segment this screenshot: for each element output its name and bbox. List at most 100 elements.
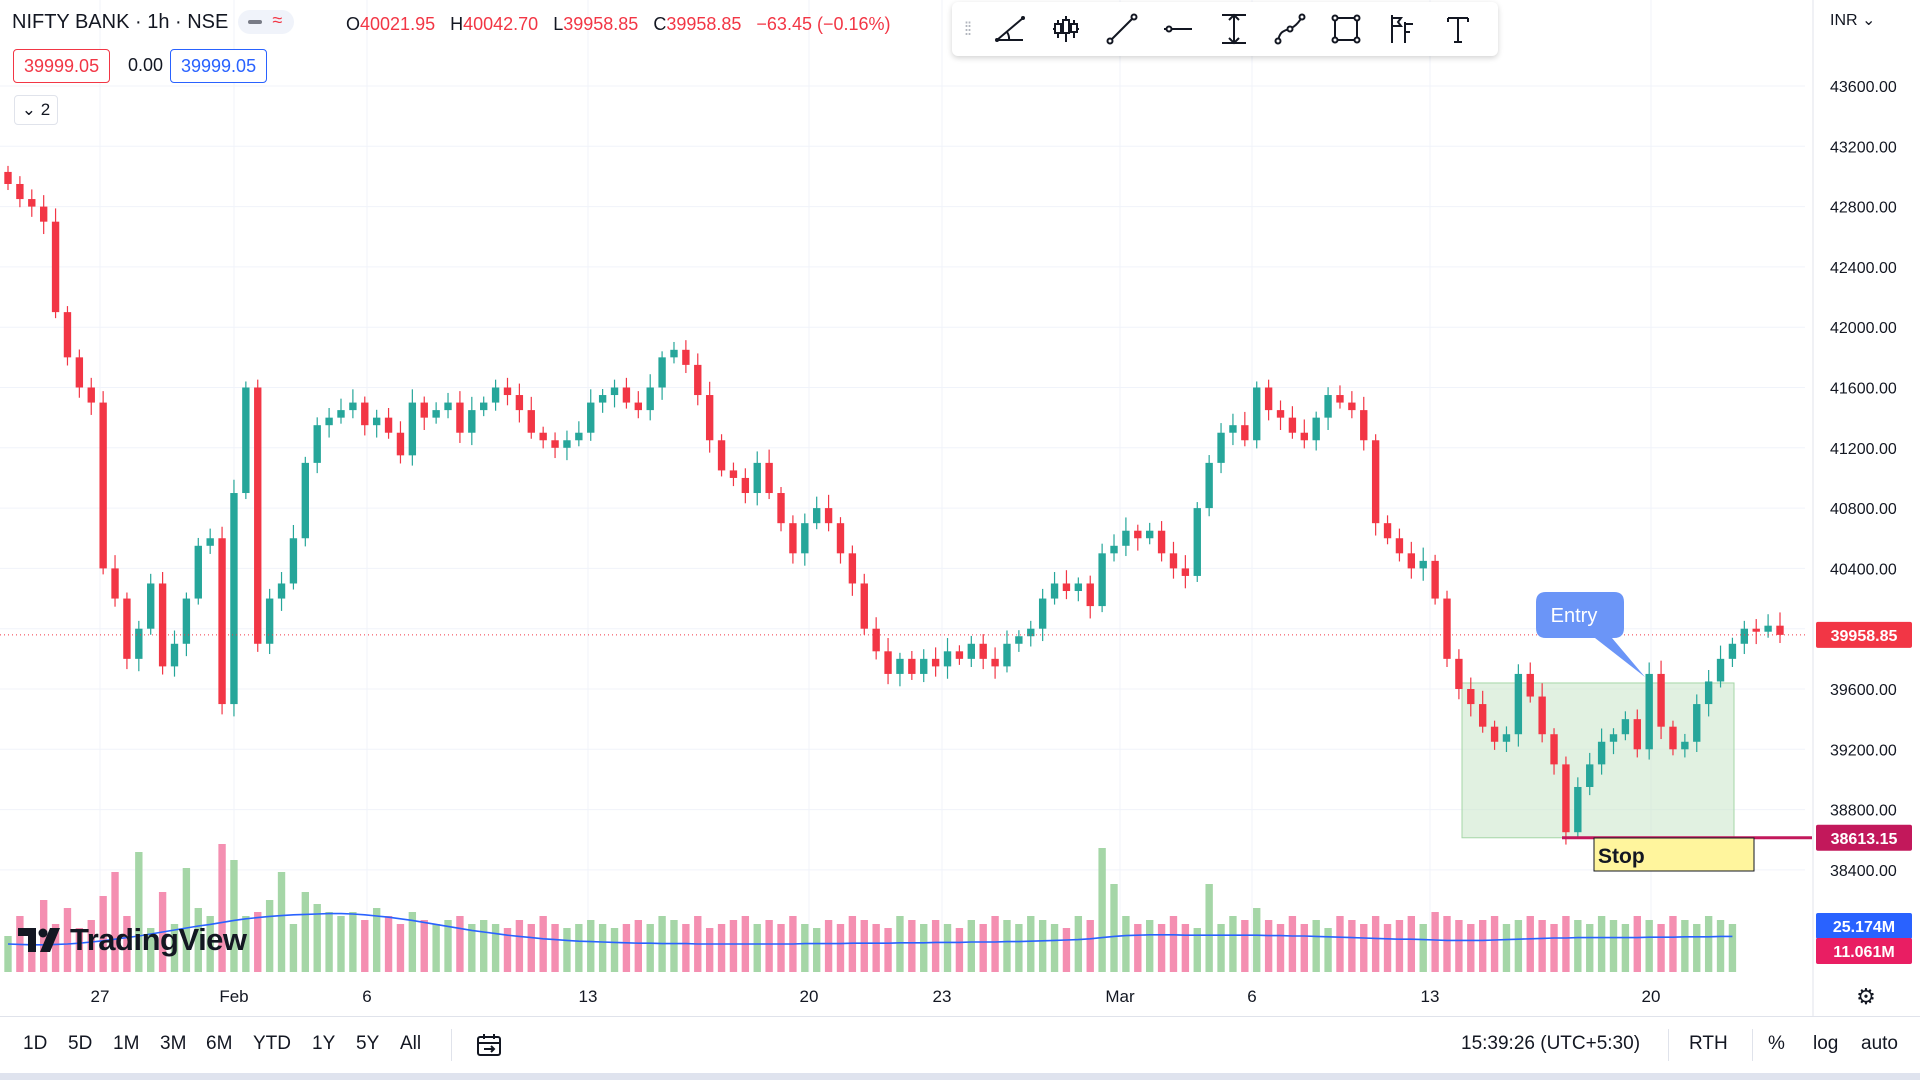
- range-all-button[interactable]: All: [400, 1033, 422, 1054]
- range-1d-button[interactable]: 1D: [23, 1033, 48, 1054]
- volume-bar: [1336, 916, 1344, 972]
- candle-body: [147, 583, 155, 629]
- volume-last-badge: [1816, 938, 1912, 964]
- volume-bar: [51, 924, 60, 972]
- candle-body: [1443, 598, 1451, 659]
- horizontal-ray-icon[interactable]: [1150, 2, 1206, 56]
- price-axis-label: 42000.00: [1830, 320, 1897, 337]
- candle-body: [1562, 764, 1570, 833]
- range-5y-button[interactable]: 5Y: [356, 1033, 380, 1054]
- range-ytd-button[interactable]: YTD: [253, 1033, 291, 1054]
- candle-body: [967, 643, 975, 659]
- range-1m-button[interactable]: 1M: [113, 1033, 140, 1054]
- anchored-vwap-icon[interactable]: [1374, 2, 1430, 56]
- date-range-icon[interactable]: [476, 1033, 502, 1063]
- tradingview-wordmark: TradingView: [70, 922, 247, 957]
- settings-gear-icon[interactable]: ⚙: [1856, 985, 1876, 1010]
- sell-price-button[interactable]: 39999.05: [13, 49, 111, 83]
- auto-scale-button[interactable]: auto: [1861, 1033, 1898, 1054]
- trend-angle-icon[interactable]: [982, 2, 1038, 56]
- volume-bar: [1419, 924, 1427, 972]
- volume-bar: [1538, 920, 1546, 972]
- candle-body: [527, 410, 535, 433]
- candle-body: [51, 221, 60, 313]
- path-icon[interactable]: [1262, 2, 1318, 56]
- candle-body: [242, 387, 250, 494]
- time-axis-label: 6: [362, 987, 371, 1006]
- currency-selector[interactable]: INR ⌄: [1830, 10, 1875, 30]
- volume-ma-label: 25.174M: [1833, 919, 1895, 936]
- volume-bar: [123, 916, 131, 972]
- candle-body: [1360, 410, 1368, 441]
- stop-label-box[interactable]: [1593, 837, 1755, 872]
- price-range-icon[interactable]: [1206, 2, 1262, 56]
- time-axis-label: 23: [933, 987, 952, 1006]
- time-axis-label: 13: [579, 987, 598, 1006]
- chevron-down-icon: ⌄: [21, 100, 37, 119]
- volume-bar: [1681, 920, 1689, 972]
- ohlc-legend: O40021.95 H40042.70 L39958.85 C39958.85 …: [346, 14, 901, 35]
- symbol-title[interactable]: NIFTY BANK · 1h · NSE: [12, 10, 229, 33]
- session-rth-button[interactable]: RTH: [1689, 1033, 1728, 1054]
- drag-handle-icon[interactable]: ⁞⁞: [963, 18, 972, 39]
- candle-body: [75, 357, 84, 388]
- candle-body: [646, 387, 654, 411]
- long-short-icon[interactable]: [1038, 2, 1094, 56]
- volume-bar: [1229, 916, 1237, 972]
- candle-body: [313, 425, 321, 463]
- clock-time[interactable]: 15:39:26 (UTC+5:30): [1461, 1033, 1641, 1054]
- candle-body: [99, 402, 107, 569]
- volume-bar: [1645, 920, 1653, 972]
- volume-bar: [1562, 916, 1570, 972]
- percent-scale-button[interactable]: %: [1768, 1033, 1785, 1054]
- text-icon[interactable]: [1430, 2, 1486, 56]
- volume-bar: [646, 924, 654, 972]
- volume-bar: [860, 920, 868, 972]
- divider: [451, 1029, 452, 1061]
- range-5d-button[interactable]: 5D: [68, 1033, 93, 1054]
- candle-body: [908, 658, 916, 674]
- volume-bar: [4, 936, 12, 972]
- candle-body: [1300, 432, 1308, 441]
- volume-bar: [396, 924, 405, 972]
- candle-body: [1086, 583, 1094, 607]
- indicators-collapse-button[interactable]: ⌄ 2: [14, 95, 58, 125]
- tradingview-logo[interactable]: TradingView: [18, 922, 247, 958]
- range-3m-button[interactable]: 3M: [160, 1033, 187, 1054]
- volume-bar: [1086, 920, 1094, 972]
- candle-body: [1169, 553, 1178, 569]
- candle-body: [1324, 395, 1332, 418]
- buy-price-button[interactable]: 39999.05: [170, 49, 268, 83]
- entry-callout[interactable]: [1536, 592, 1645, 677]
- candle-body: [920, 658, 928, 674]
- volume-bar: [943, 924, 952, 972]
- candle-body: [39, 206, 48, 222]
- candle-body: [1122, 530, 1130, 546]
- price-chart[interactable]: 43600.00 43200.00 42800.00 42400.00 42000.00…: [0, 0, 1920, 1016]
- volume-bar: [1193, 928, 1201, 972]
- volume-bar: [1074, 916, 1083, 972]
- candle-body: [491, 387, 500, 403]
- candle-body: [1062, 583, 1071, 592]
- range-1y-button[interactable]: 1Y: [312, 1033, 336, 1054]
- chart-type-toggle[interactable]: ≈: [238, 10, 295, 34]
- volume-bar: [1597, 916, 1606, 972]
- range-6m-button[interactable]: 6M: [206, 1033, 233, 1054]
- rectangle-icon[interactable]: [1318, 2, 1374, 56]
- trend-line-icon[interactable]: [1094, 2, 1150, 56]
- divider: [1752, 1029, 1753, 1061]
- candle-body: [587, 402, 595, 433]
- candle-body: [1764, 625, 1772, 632]
- volume-bar: [456, 916, 464, 972]
- volume-bar: [1241, 920, 1249, 972]
- volume-bar: [480, 920, 488, 972]
- candle-body: [16, 183, 24, 200]
- drawing-toolbar: ⁞⁞: [952, 2, 1498, 56]
- candle-body: [1574, 786, 1582, 833]
- candle-body: [301, 462, 310, 539]
- candle-body: [1098, 553, 1106, 607]
- volume-ma-line: [7, 912, 1733, 946]
- candle-body: [598, 395, 607, 403]
- log-scale-button[interactable]: log: [1813, 1033, 1839, 1054]
- volume-bar: [242, 916, 250, 972]
